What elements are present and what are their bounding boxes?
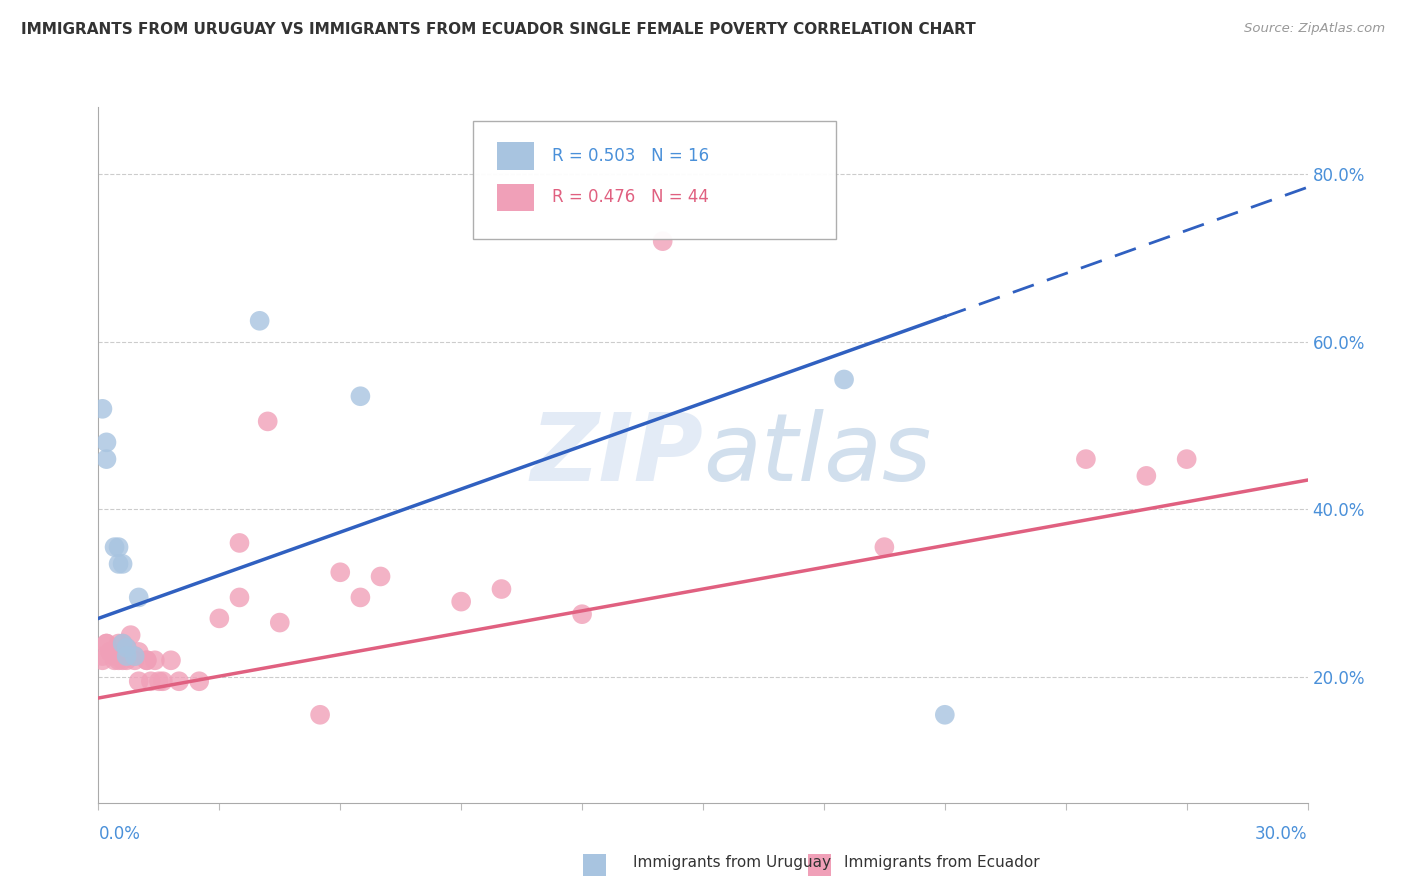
Point xyxy=(96,435,118,450)
Point xyxy=(115,649,138,664)
Point xyxy=(135,653,157,667)
Text: R = 0.476   N = 44: R = 0.476 N = 44 xyxy=(553,188,709,206)
Point xyxy=(107,653,129,667)
Point xyxy=(96,636,118,650)
Point xyxy=(103,653,125,667)
Point xyxy=(135,653,157,667)
Point xyxy=(269,615,291,630)
Point xyxy=(491,582,513,596)
Point xyxy=(124,649,146,664)
Text: 30.0%: 30.0% xyxy=(1256,825,1308,843)
Text: atlas: atlas xyxy=(703,409,931,500)
Point xyxy=(124,653,146,667)
Point xyxy=(96,636,118,650)
Point xyxy=(208,611,231,625)
Point xyxy=(148,674,170,689)
Point xyxy=(115,640,138,655)
Point xyxy=(143,653,166,667)
Point xyxy=(111,636,134,650)
Point xyxy=(1135,468,1157,483)
Point xyxy=(103,649,125,664)
Point xyxy=(167,674,190,689)
Point xyxy=(249,314,271,328)
Point xyxy=(100,645,122,659)
Point xyxy=(128,674,150,689)
Point xyxy=(124,649,146,664)
Point xyxy=(96,452,118,467)
Point xyxy=(188,674,211,689)
Point xyxy=(91,401,114,416)
Point xyxy=(1175,452,1198,467)
Point xyxy=(934,707,956,722)
Point xyxy=(228,536,250,550)
Point xyxy=(107,557,129,571)
FancyBboxPatch shape xyxy=(474,121,837,239)
Point xyxy=(111,653,134,667)
Point xyxy=(128,645,150,659)
Point xyxy=(160,653,183,667)
Point xyxy=(571,607,593,622)
Point xyxy=(111,557,134,571)
Point xyxy=(651,234,673,248)
Point xyxy=(115,649,138,664)
Text: Source: ZipAtlas.com: Source: ZipAtlas.com xyxy=(1244,22,1385,36)
Text: Immigrants from Ecuador: Immigrants from Ecuador xyxy=(844,855,1039,870)
Point xyxy=(107,636,129,650)
Point xyxy=(100,645,122,659)
Point xyxy=(103,540,125,554)
Point xyxy=(228,591,250,605)
Point xyxy=(832,372,855,386)
Point xyxy=(120,628,142,642)
Text: Immigrants from Uruguay: Immigrants from Uruguay xyxy=(633,855,831,870)
FancyBboxPatch shape xyxy=(498,184,534,211)
Point xyxy=(349,591,371,605)
Point xyxy=(329,566,352,580)
Point xyxy=(152,674,174,689)
Point xyxy=(450,594,472,608)
Text: 0.0%: 0.0% xyxy=(98,825,141,843)
Point xyxy=(128,591,150,605)
Point xyxy=(91,653,114,667)
Point xyxy=(349,389,371,403)
Point xyxy=(91,649,114,664)
Point xyxy=(309,707,332,722)
Text: ZIP: ZIP xyxy=(530,409,703,501)
Point xyxy=(873,540,896,554)
Text: R = 0.503   N = 16: R = 0.503 N = 16 xyxy=(553,147,709,165)
Point xyxy=(107,540,129,554)
FancyBboxPatch shape xyxy=(498,142,534,169)
Point xyxy=(1074,452,1097,467)
Text: IMMIGRANTS FROM URUGUAY VS IMMIGRANTS FROM ECUADOR SINGLE FEMALE POVERTY CORRELA: IMMIGRANTS FROM URUGUAY VS IMMIGRANTS FR… xyxy=(21,22,976,37)
Point xyxy=(115,640,138,655)
Point xyxy=(111,636,134,650)
Point xyxy=(115,653,138,667)
Point xyxy=(370,569,392,583)
Point xyxy=(139,674,162,689)
Point xyxy=(256,414,278,428)
